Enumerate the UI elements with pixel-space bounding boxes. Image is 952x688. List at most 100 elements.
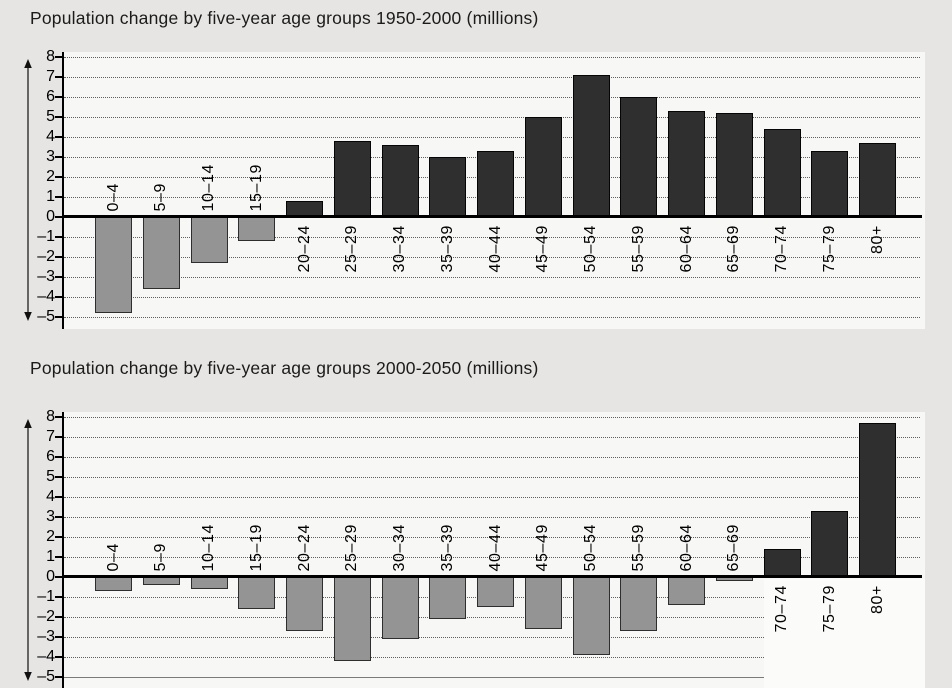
bar <box>95 577 132 591</box>
bar-label: 65–69 <box>725 225 743 273</box>
y-axis-tick <box>55 576 63 578</box>
bar-label: 35–39 <box>438 523 456 572</box>
bar-label: 0–4 <box>104 182 122 212</box>
bar <box>668 111 706 217</box>
y-tick-label: –4 <box>37 288 55 305</box>
bar <box>477 577 515 607</box>
y-tick-label: 5 <box>46 108 55 125</box>
gridline <box>64 437 920 438</box>
bar <box>429 577 467 619</box>
gridline <box>64 677 920 678</box>
bar <box>811 511 849 577</box>
gridline <box>64 97 920 98</box>
bar-label: 5–9 <box>152 182 170 212</box>
bar <box>429 157 467 217</box>
bar <box>95 217 132 313</box>
bar-label: 50–54 <box>582 225 600 273</box>
bar-label: 80+ <box>868 585 886 614</box>
chart-title: Population change by five-year age group… <box>30 8 539 28</box>
y-tick-label: –1 <box>37 228 55 245</box>
bar-label: 10–14 <box>200 163 217 212</box>
bar <box>190 577 228 589</box>
y-axis-tick <box>55 316 63 318</box>
y-axis-tick <box>55 256 63 258</box>
chart-1950-2000: Population change by five-year age group… <box>24 8 925 329</box>
bar-label: 0–4 <box>104 542 122 572</box>
y-axis-tick <box>55 196 63 198</box>
y-tick-label: 2 <box>46 528 55 545</box>
y-axis-tick <box>55 656 63 658</box>
y-tick-label: 1 <box>46 188 55 205</box>
bar <box>238 217 276 241</box>
label-background <box>764 579 925 688</box>
y-tick-label: 2 <box>46 168 55 185</box>
bar-label: 70–74 <box>773 225 791 273</box>
y-tick-label: 6 <box>46 448 55 465</box>
y-tick-label: 7 <box>46 428 55 445</box>
bar <box>524 577 562 629</box>
bar-label: 40–44 <box>486 523 504 572</box>
y-axis-tick <box>55 76 63 78</box>
bar-label: 20–24 <box>295 523 313 572</box>
bar-label: 55–59 <box>629 523 647 572</box>
bar-label: 65–69 <box>725 523 743 572</box>
y-tick-label: 4 <box>46 128 55 145</box>
gridline <box>64 497 920 498</box>
bar-label: 30–34 <box>391 523 409 572</box>
y-axis-tick <box>55 136 63 138</box>
bar <box>763 549 801 577</box>
bar-label: 20–24 <box>295 225 313 273</box>
gridline <box>64 317 920 318</box>
y-axis-tick <box>55 536 63 538</box>
y-axis-tick <box>55 556 63 558</box>
bar <box>572 577 610 655</box>
zero-axis-line <box>64 215 922 218</box>
bar <box>381 577 419 639</box>
bar-label: 25–29 <box>343 225 361 273</box>
y-axis-tick <box>55 616 63 618</box>
chart-title: Population change by five-year age group… <box>30 358 539 378</box>
bar-label: 60–64 <box>677 523 695 572</box>
y-tick-label: –1 <box>37 588 55 605</box>
gridline <box>64 77 920 78</box>
y-axis-tick <box>55 56 63 58</box>
bar <box>381 145 419 217</box>
gridline <box>64 537 920 538</box>
y-tick-label: 7 <box>46 68 55 85</box>
y-tick-label: 6 <box>46 88 55 105</box>
gridline <box>64 617 920 618</box>
y-axis-tick <box>55 496 63 498</box>
y-tick-label: 0 <box>46 208 55 225</box>
gridline <box>64 257 920 258</box>
gridline <box>64 457 920 458</box>
bar <box>524 117 562 217</box>
y-tick-label: 5 <box>46 468 55 485</box>
bar <box>142 217 180 289</box>
bar-label: 75–79 <box>820 225 838 273</box>
y-tick-label: 8 <box>46 48 55 65</box>
y-tick-label: –2 <box>37 608 55 625</box>
y-tick-label: 0 <box>46 568 55 585</box>
bar-label: 60–64 <box>677 225 695 273</box>
bar <box>668 577 706 605</box>
gridline <box>64 137 920 138</box>
bar-label: 55–59 <box>629 225 647 273</box>
bar <box>620 97 658 217</box>
y-axis-range-arrow-icon <box>24 59 32 321</box>
bar-label: 15–19 <box>247 523 265 572</box>
y-axis-tick <box>55 236 63 238</box>
y-axis-tick <box>55 276 63 278</box>
gridline <box>64 417 920 418</box>
bar <box>142 577 180 585</box>
plot-area: 0–4 5–9 10–14 15–19 20–24 25–29 30–34 35–39 40–4… <box>55 52 925 329</box>
y-axis-tick <box>55 436 63 438</box>
bar-label: 50–54 <box>582 523 600 572</box>
bar <box>859 143 897 217</box>
gridline <box>64 477 920 478</box>
bar-label: 45–49 <box>534 523 552 572</box>
y-axis-tick <box>55 96 63 98</box>
gridline <box>64 557 920 558</box>
gridline <box>64 517 920 518</box>
y-axis-tick <box>55 416 63 418</box>
